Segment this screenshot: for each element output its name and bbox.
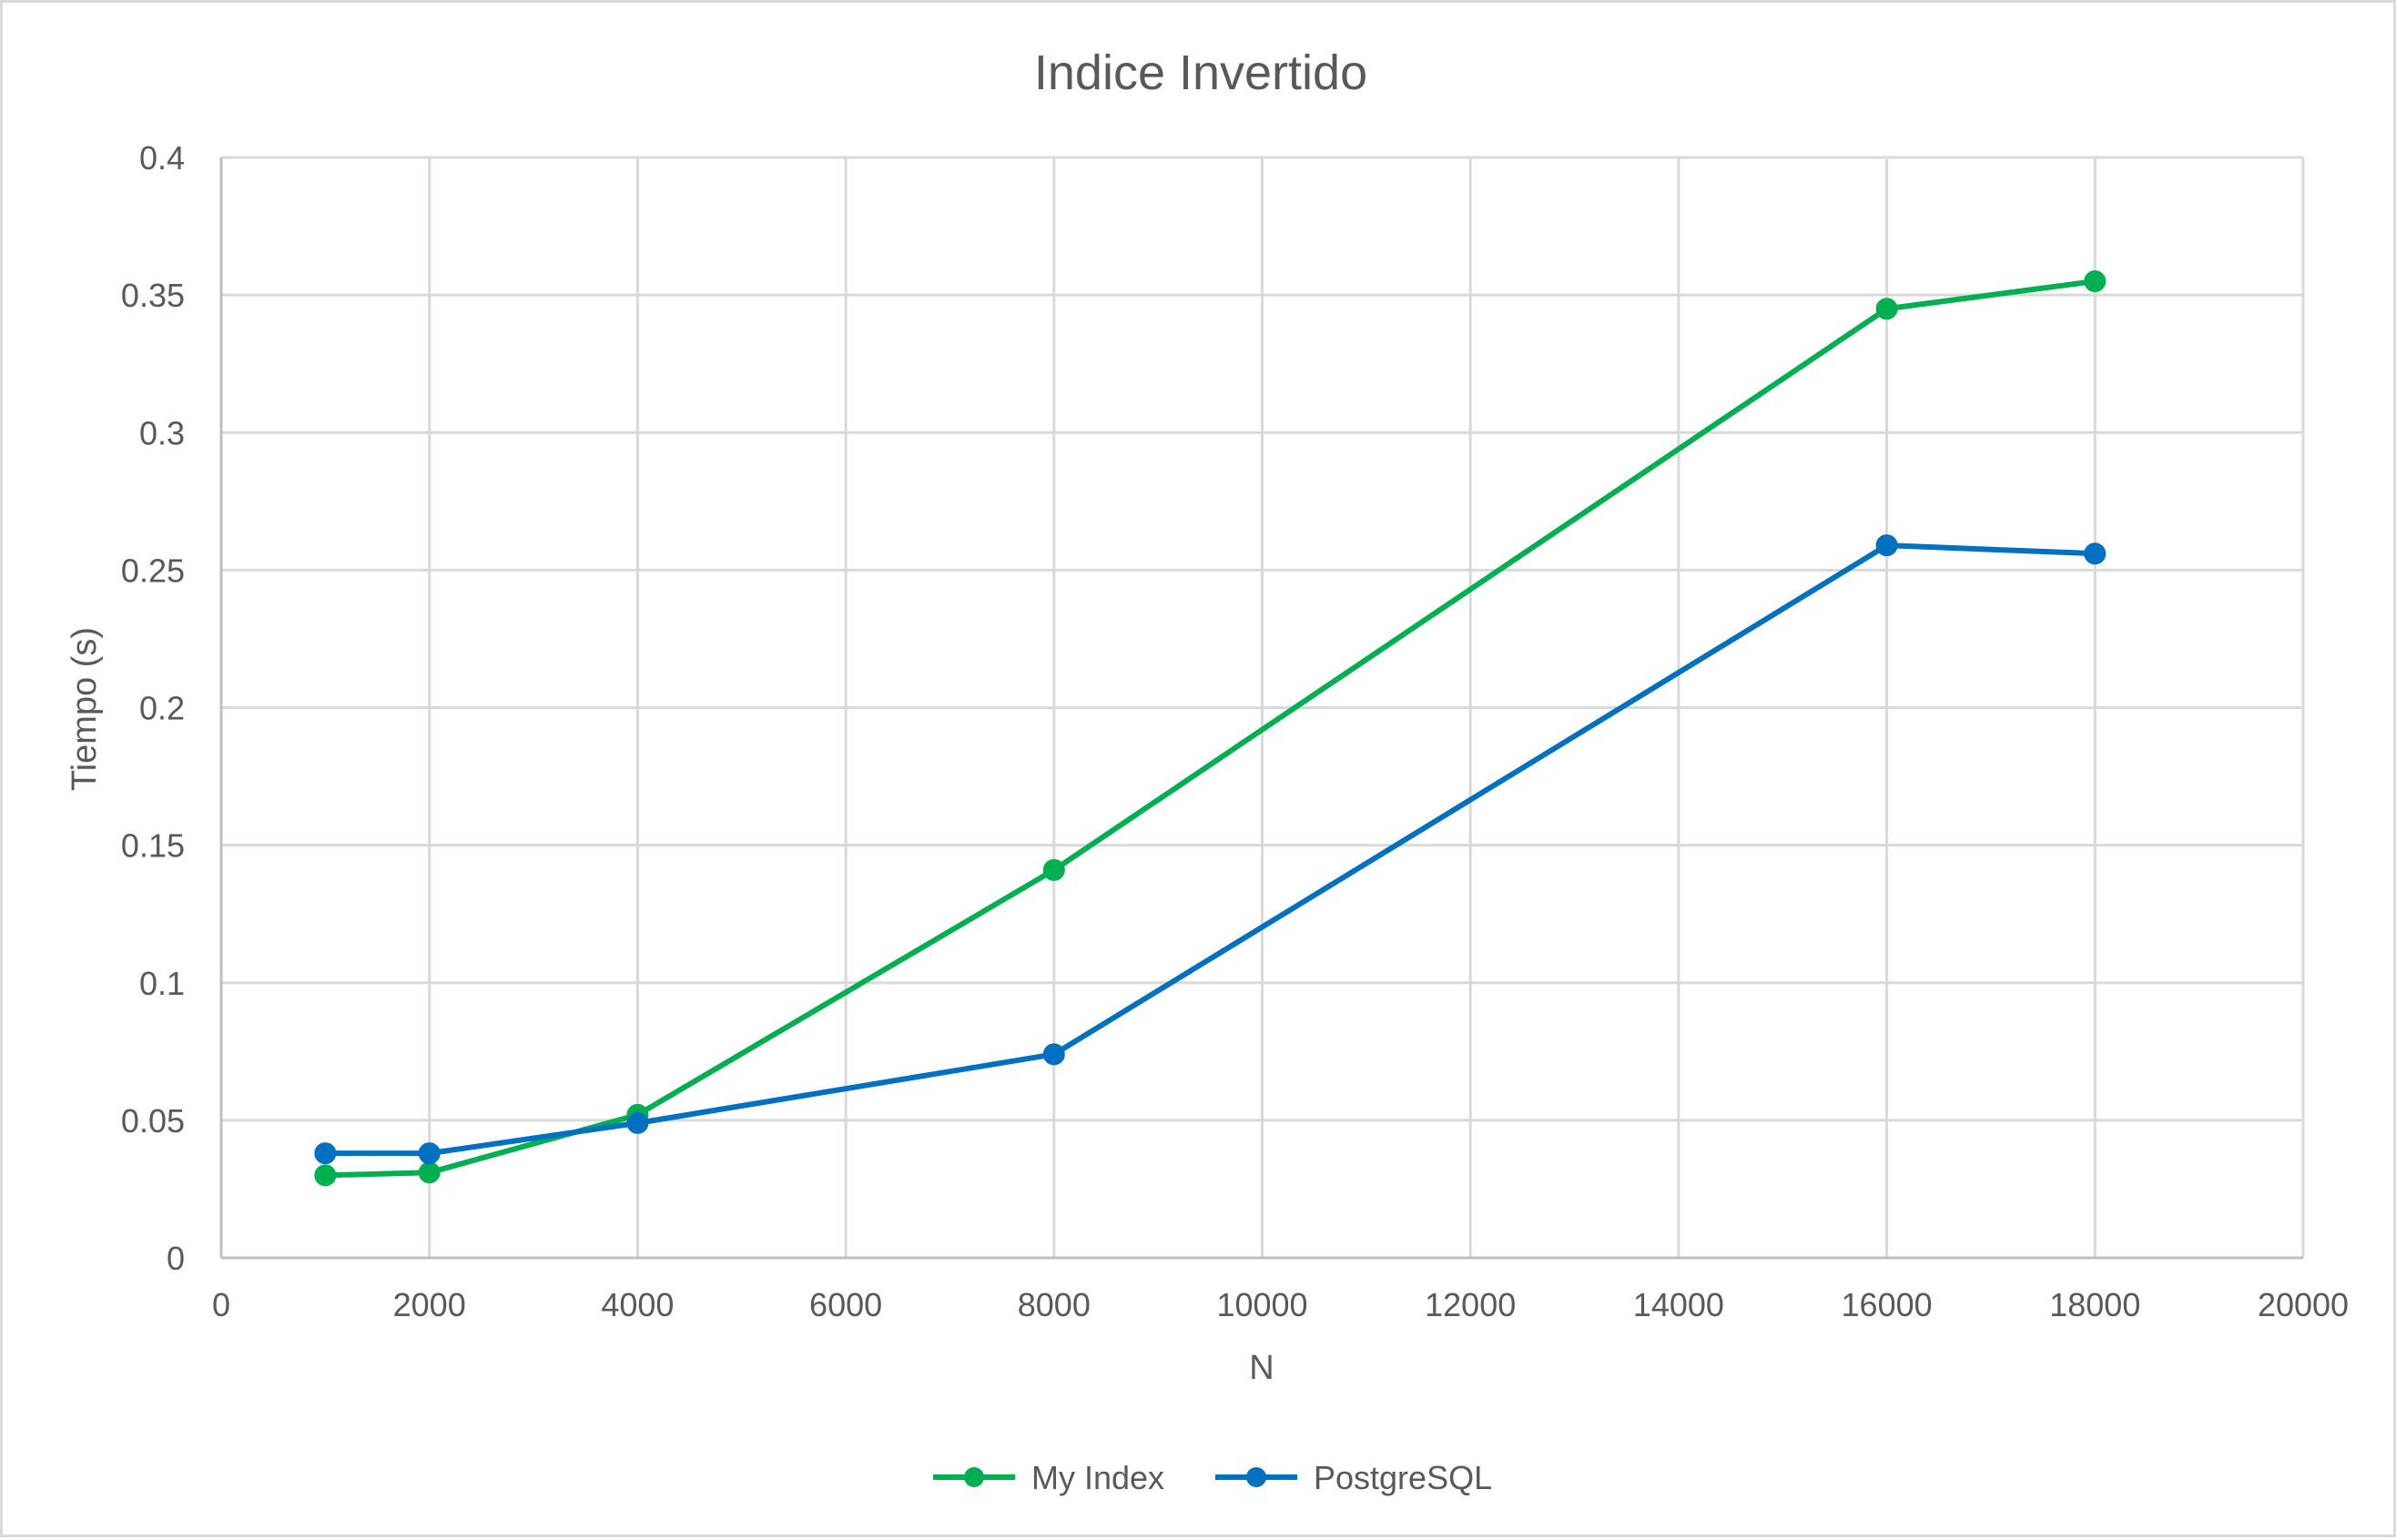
x-tick-label: 0 [212, 1286, 230, 1323]
x-tick-label: 4000 [601, 1286, 674, 1323]
data-point-postgresql [2084, 542, 2107, 565]
y-tick-label: 0 [167, 1240, 185, 1277]
data-point-postgresql [1042, 1043, 1065, 1066]
y-tick-label: 0.25 [121, 552, 185, 589]
y-tick-label: 0.35 [121, 277, 185, 314]
data-point-my-index [2084, 270, 2107, 293]
x-tick-label: 10000 [1216, 1286, 1307, 1323]
legend: My Index PostgreSQL [933, 1459, 1492, 1496]
y-axis-title: Tiempo (s) [66, 627, 104, 791]
x-tick-label: 12000 [1425, 1286, 1516, 1323]
series [314, 270, 2107, 1187]
legend-item-my-index: My Index [933, 1459, 1164, 1496]
y-tick-label: 0.1 [139, 965, 185, 1002]
legend-label: PostgreSQL [1314, 1459, 1492, 1496]
grid [221, 156, 2305, 1258]
series-line-postgresql [325, 542, 2096, 1157]
tick-labels: 0 2000 4000 6000 8000 10000 12000 14000 16000 180… [121, 139, 2349, 1323]
x-tick-label: 2000 [393, 1286, 466, 1323]
data-point-postgresql [418, 1142, 441, 1165]
y-tick-label: 0.15 [121, 827, 185, 865]
data-point-my-index [418, 1161, 441, 1184]
data-point-postgresql [1875, 534, 1898, 557]
y-tick-label: 0.4 [139, 139, 185, 177]
chart-title: Indice Invertido [1034, 46, 1367, 100]
data-point-my-index [1042, 858, 1065, 881]
axes [219, 157, 2303, 1260]
x-tick-label: 14000 [1633, 1286, 1724, 1323]
x-tick-label: 18000 [2049, 1286, 2140, 1323]
line-chart: Indice Invertido 0 2000 4000 6000 8000 10000 1… [66, 46, 2349, 1496]
legend-swatch-marker [1246, 1467, 1266, 1487]
x-tick-label: 16000 [1842, 1286, 1933, 1323]
y-tick-label: 0.3 [139, 414, 185, 451]
x-tick-label: 20000 [2258, 1286, 2349, 1323]
data-point-postgresql [314, 1142, 337, 1165]
data-point-my-index [314, 1164, 337, 1187]
data-point-postgresql [626, 1111, 649, 1134]
legend-swatch-marker [964, 1467, 984, 1487]
y-tick-label: 0.2 [139, 690, 185, 727]
x-axis-title: N [1249, 1349, 1274, 1387]
series-postgresql [314, 534, 2107, 1165]
series-line-my-index [325, 279, 2096, 1179]
legend-label: My Index [1031, 1459, 1164, 1496]
legend-item-postgresql: PostgreSQL [1215, 1459, 1492, 1496]
x-tick-label: 6000 [809, 1286, 882, 1323]
x-tick-label: 8000 [1018, 1286, 1091, 1323]
y-tick-label: 0.05 [121, 1102, 185, 1140]
data-point-my-index [1875, 298, 1898, 320]
series-my-index [314, 270, 2107, 1187]
